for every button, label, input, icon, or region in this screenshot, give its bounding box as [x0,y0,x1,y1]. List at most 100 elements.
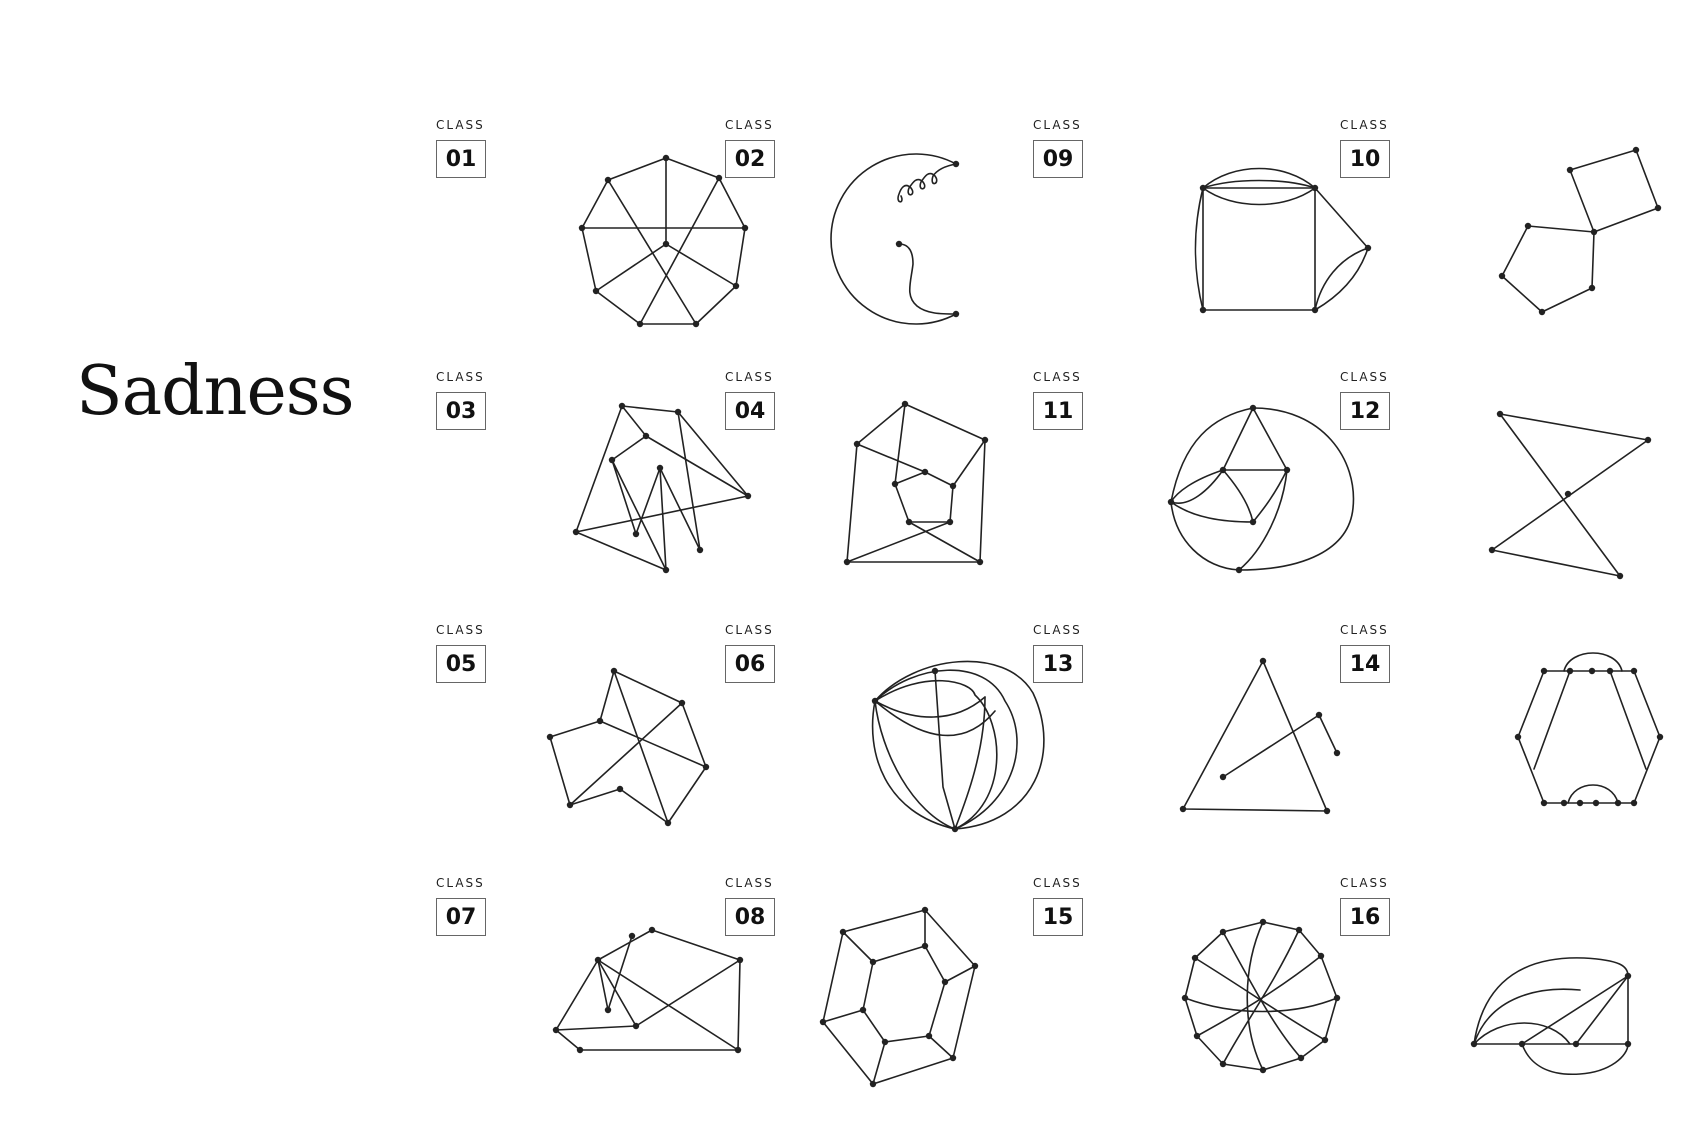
graph-node [744,492,752,500]
graph-node [839,928,847,936]
class-number-box: 10 [1340,140,1390,178]
class-number-box: 03 [436,392,486,430]
graph-edge [613,670,669,824]
class-graph-04 [843,400,989,566]
graph-node [1333,994,1341,1002]
graph-node [1249,518,1257,526]
graph-edge [1473,1022,1571,1045]
class-graph-08 [819,906,979,1088]
graph-edge [677,411,701,551]
graph-node [1590,228,1598,236]
class-label: CLASS [1033,623,1082,637]
class-label: CLASS [1340,118,1389,132]
graph-node [1311,184,1319,192]
graph-node [736,956,744,964]
graph-node [1632,146,1640,154]
graph-node [952,310,960,318]
graph-node [1538,308,1546,316]
graph-node [702,763,710,771]
graph-edge [1202,187,1316,206]
class-graph-02 [830,153,960,325]
class-label: CLASS [436,370,485,384]
graph-edge [842,931,874,963]
graph-edge [599,720,707,768]
graph-edge [639,177,720,325]
graph-edge [1170,469,1224,504]
graph-node [843,558,851,566]
graph-edge [1222,931,1302,1059]
graph-edge [1314,247,1369,311]
graph-node [1560,799,1568,807]
graph-node [1518,1040,1526,1048]
class-cell-09: CLASS 09 [1033,118,1372,358]
graph-node [1259,918,1267,926]
class-number-box: 13 [1033,645,1083,683]
graph-node [1630,799,1638,807]
graph-edge [1222,407,1254,471]
graph-node [949,482,957,490]
graph-node [1191,954,1199,962]
graph-edge [1501,225,1595,313]
graph-node [921,468,929,476]
graph-edge [944,965,976,983]
graph-edge [611,435,667,571]
graph-node [662,566,670,574]
class-graph-01 [578,154,749,328]
class-graph-11 [1167,404,1355,574]
graph-node [1572,1040,1580,1048]
graph-edge [1194,957,1326,1041]
class-label: CLASS [1340,370,1389,384]
graph-node [596,717,604,725]
class-graph-16 [1470,957,1632,1076]
graph-node [1614,799,1622,807]
graph-edge [1575,975,1629,1045]
graph-edge [1182,660,1328,812]
graph-node [1317,952,1325,960]
graph-edge [1521,1043,1629,1076]
graph-edge [1222,469,1254,523]
graph-node [566,801,574,809]
graph-edge [1196,955,1322,1037]
class-number-box: 16 [1340,898,1390,936]
graph-node [1167,498,1175,506]
graph-node [921,942,929,950]
graph-node [734,1046,742,1054]
graph-edge [934,670,956,830]
graph-node [1219,466,1227,474]
graph-node [1321,1036,1329,1044]
graph-node [895,240,903,248]
graph-node [1219,928,1227,936]
graph-node [648,926,656,934]
graph-node [951,825,959,833]
graph-edge [1533,670,1571,770]
graph-edge [894,471,954,523]
class-cell-02: CLASS 02 [725,118,1005,358]
class-cell-10: CLASS 10 [1340,118,1662,358]
graph-edge [897,163,957,203]
class-cell-15: CLASS 15 [1033,876,1341,1116]
graph-node [546,733,554,741]
graph-edge [1238,407,1355,571]
graph-node [941,978,949,986]
class-label: CLASS [436,623,485,637]
graph-node [732,282,740,290]
graph-edge [1222,714,1338,778]
graph-node [715,174,723,182]
graph-node [976,558,984,566]
graph-node [1644,436,1652,444]
graph-node [1498,272,1506,280]
class-number-box: 12 [1340,392,1390,430]
class-number-box: 07 [436,898,486,936]
graph-edge [581,157,746,325]
graph-node [819,1018,827,1026]
graph-edge [569,702,683,806]
graph-edge [856,443,926,473]
graph-node [592,287,600,295]
graph-edge [1194,187,1204,311]
graph-node [1588,284,1596,292]
class-cell-16: CLASS 16 [1340,876,1632,1116]
graph-edge [1517,670,1661,804]
graph-node [1540,799,1548,807]
graph-edge [874,660,1045,830]
graph-node [662,240,670,248]
